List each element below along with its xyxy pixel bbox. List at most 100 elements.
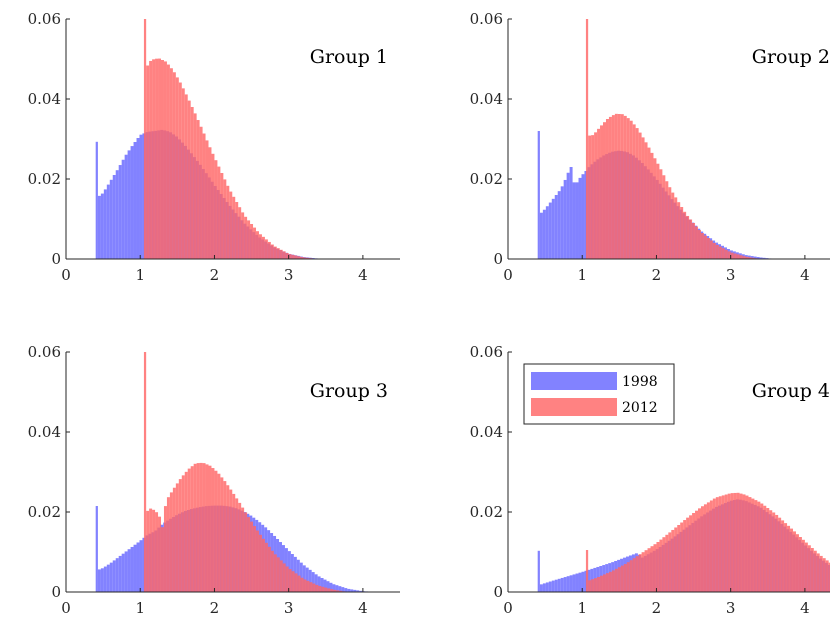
group-title-1: Group 1 [310,46,388,68]
bar-1998-7 [118,165,122,259]
bar-2012-11 [620,114,624,259]
bar-2012-48 [288,254,292,259]
bar-2012-37 [256,530,259,592]
y-tick-label-3: 0.06 [470,10,503,28]
y-tick-label-2: 0.04 [470,90,503,108]
x-tick-label-4: 4 [800,266,810,284]
bar-2012-41 [709,240,713,259]
bar-2012-10 [617,567,621,592]
x-tick-label-1: 1 [577,266,587,284]
bar-2012-56 [312,583,316,592]
bar-2012-34 [247,517,251,592]
bar-1998-75 [320,578,324,592]
bar-1998-88 [359,590,363,592]
bar-1998-3 [548,202,552,259]
bar-2012-24 [217,166,221,259]
bar-2012-22 [211,468,215,592]
bar-2012-53 [745,495,749,592]
bar-2012-53 [745,256,749,259]
bar-1998-12 [575,182,579,259]
bar-2012-17 [196,120,200,259]
bar-2012-14 [629,120,633,259]
bar-2012-31 [680,207,684,259]
bar-2012-30 [235,202,239,259]
y-tick-label-3: 0.06 [470,343,503,361]
bar-1998-9 [566,172,570,259]
bar-2012-11 [178,479,182,592]
group-title-2: Group 2 [752,46,830,68]
bar-1998-7 [560,577,564,592]
bar-2012-20 [205,464,209,592]
bar-2012-11 [178,82,182,259]
bar-1998-5 [554,579,558,592]
bar-2012-13 [184,471,188,592]
bar-2012-42 [712,498,716,592]
bar-2012-23 [214,160,218,259]
bar-1998-14 [139,540,143,592]
bar-1998-81 [338,586,342,592]
bar-1998-4 [109,179,113,259]
bar-2012-31 [680,522,684,592]
bar-2012-40 [706,238,710,259]
bar-1998-70 [747,255,751,259]
x-tick-label-2: 2 [652,266,662,284]
bar-2012-30 [677,525,681,592]
bar-2012-47 [285,566,289,592]
bar-2012-75 [810,548,814,592]
bar-1998-8 [563,179,567,259]
bar-2012-68 [790,528,794,592]
bar-1998-11 [130,546,134,592]
chart-panel-3: 0 1 2 3 4 0 0.02 0.04 0.06 Group 3 [28,343,400,617]
bar-2012-30 [677,202,681,259]
bar-2012-0 [146,65,150,259]
bar-2012-26 [665,534,669,592]
bar-2012-2 [152,59,156,259]
bar-2012-45 [279,249,283,259]
bar-1998-10 [569,167,573,259]
bar-2012-16 [193,113,197,259]
bar-2012-44 [718,246,722,259]
bar-2012-40 [264,542,268,592]
bar-2012-54 [748,497,752,592]
bar-2012-14 [629,560,633,592]
bar-2012-25 [220,173,224,259]
bar-2012-39 [261,236,265,259]
x-tick-label-3: 3 [284,266,294,284]
bar-2012-64 [336,590,340,592]
bar-2012-45 [279,560,283,592]
bar-2012-18 [641,552,645,592]
bar-2012-26 [223,481,227,592]
bar-2012-7 [166,64,170,259]
bar-1998-spike [95,506,98,592]
legend-label-2012: 2012 [622,400,658,416]
bar-2012-15 [632,124,636,259]
bar-2012-8 [611,115,615,259]
bar-2012-32 [241,212,245,259]
bar-2012-36 [695,510,699,592]
bar-2012-78 [819,555,823,592]
bar-2012-19 [644,550,648,592]
y-tick-label-1: 0.02 [470,503,503,521]
bar-2012-8 [611,570,615,592]
bar-2012-1 [591,135,595,259]
bar-2012-18 [199,126,203,259]
bar-1998-5 [554,195,558,259]
bar-2012-42 [270,244,274,259]
bar-1998-3 [548,581,552,592]
bar-2012-22 [211,153,215,259]
bar-2012-20 [205,140,209,259]
bar-1998-4 [551,580,555,592]
bar-2012-38 [258,234,262,259]
bar-2012-28 [671,529,675,592]
bar-1998-3 [106,564,110,592]
bar-1998-2 [545,206,549,259]
bar-1998-10 [127,549,131,592]
bar-1998-1 [100,193,104,259]
bar-1998-73 [314,574,318,592]
bar-2012-4 [158,58,162,259]
bar-2012-7 [608,116,612,259]
bar-1998-2 [545,582,549,592]
bar-2012-9 [614,113,618,259]
bar-1998-77 [326,581,330,592]
bar-2012-9 [172,487,176,592]
